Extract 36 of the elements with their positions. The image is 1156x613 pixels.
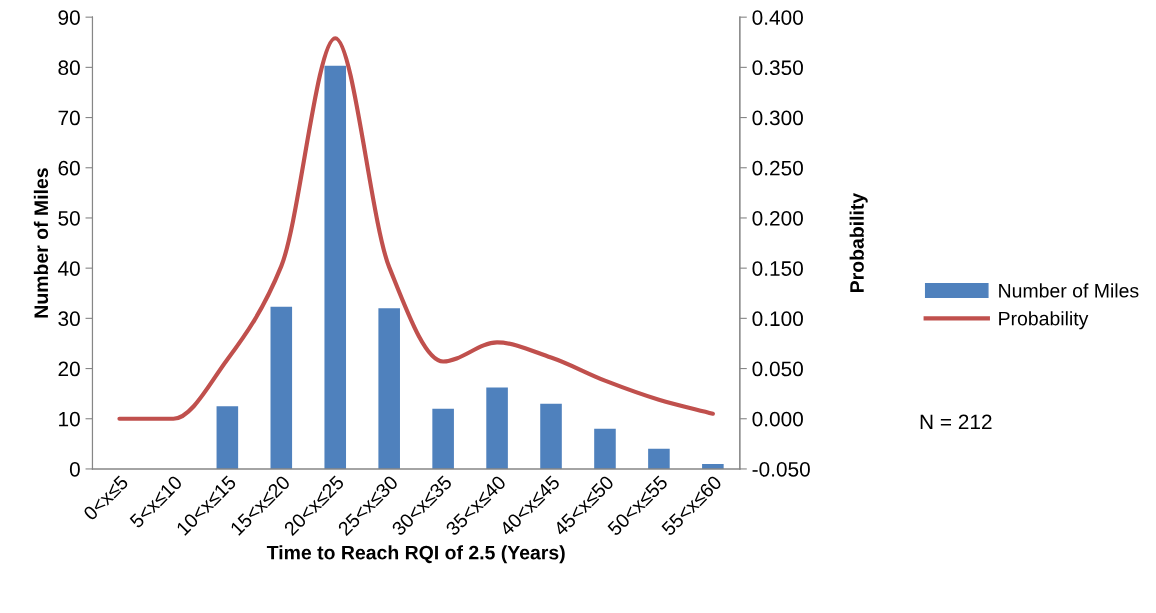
y2-tick-label: 0.050 bbox=[752, 361, 803, 377]
y-tick-label: 90 bbox=[58, 10, 80, 25]
y-tick-label: 40 bbox=[57, 261, 80, 276]
bar bbox=[594, 428, 616, 469]
y2-tick-label: 0.200 bbox=[752, 210, 803, 226]
text: N = 212 bbox=[920, 414, 992, 430]
y2-tick-label: 0.350 bbox=[752, 60, 803, 76]
y-axis-title: Number of Miles bbox=[33, 168, 49, 318]
y2-tick-label: -0.050 bbox=[752, 461, 810, 477]
y2-tick-label: 0.400 bbox=[752, 10, 803, 25]
y-tick-label: 50 bbox=[58, 210, 80, 226]
bar bbox=[486, 387, 508, 469]
y-tick-label: 30 bbox=[58, 311, 80, 327]
bar bbox=[648, 448, 670, 469]
y2-tick-label: 0.100 bbox=[752, 311, 803, 327]
bar bbox=[378, 308, 400, 469]
x-axis-title: Time to Reach RQI of 2.5 (Years) bbox=[266, 545, 565, 564]
y2-tick-label: 0.150 bbox=[752, 261, 803, 276]
y2-tick-label: 0.000 bbox=[752, 411, 803, 427]
legend-label: Probability bbox=[999, 311, 1089, 330]
y2-tick-label: 0.300 bbox=[752, 110, 803, 126]
legend-label: Number of Miles bbox=[999, 283, 1139, 298]
y-tick-label: 80 bbox=[58, 60, 80, 76]
line-series bbox=[117, 36, 715, 421]
y-tick-label: 20 bbox=[58, 361, 80, 377]
y-tick-label: 0 bbox=[69, 461, 80, 477]
y2-tick-label: 0.250 bbox=[752, 160, 803, 176]
y-tick-label: 70 bbox=[58, 110, 80, 126]
bar bbox=[324, 65, 347, 469]
y-tick-label: 10 bbox=[59, 411, 80, 427]
bar bbox=[432, 408, 454, 469]
y-tick-label: 60 bbox=[58, 160, 80, 176]
bar bbox=[216, 406, 239, 469]
bar bbox=[540, 403, 562, 469]
bar bbox=[270, 306, 293, 469]
y2-axis-title: Probability bbox=[849, 192, 868, 292]
